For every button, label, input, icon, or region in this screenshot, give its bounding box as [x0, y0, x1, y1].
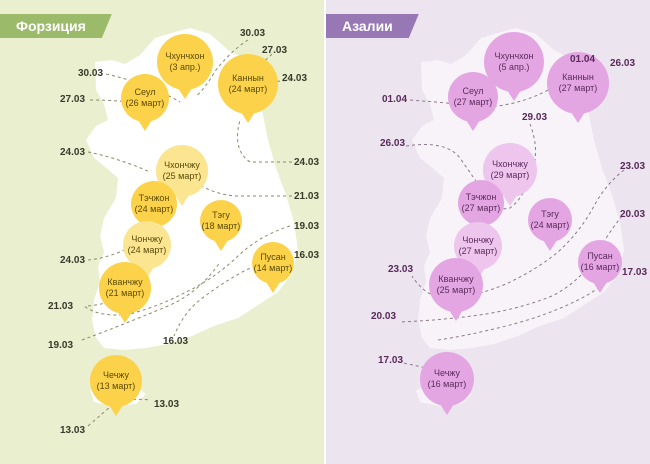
azalea-title: Азалии [342, 18, 393, 34]
bloom-date: (16 март) [580, 262, 620, 272]
bloom-date: (24 март) [530, 220, 570, 230]
isoline-label: 20.03 [620, 209, 646, 220]
marker-cheongju[interactable]: Чхончжу (25 март) [156, 145, 208, 206]
bloom-date: (27 март) [461, 203, 501, 213]
isoline-label: 24.03 [60, 255, 86, 266]
isoline-label: 24.03 [294, 157, 320, 168]
azalea-title-tab: Азалии [326, 14, 419, 38]
city-name: Сеул [462, 86, 484, 96]
city-name: Тэчжон [138, 193, 170, 203]
bloom-date: (29 март) [490, 170, 530, 180]
isoline-label: 13.03 [60, 425, 86, 436]
city-name: Кванчжу [107, 277, 143, 287]
bloom-date: (13 март) [96, 381, 136, 391]
isoline-label: 26.03 [380, 138, 406, 149]
isoline-label: 19.03 [48, 340, 74, 351]
isoline-label: 16.03 [294, 250, 320, 261]
isoline-label: 13.03 [154, 399, 180, 410]
isoline-label: 19.03 [294, 221, 320, 232]
bloom-date: (18 март) [201, 221, 241, 231]
marker-jeju[interactable]: Чечжу (13 март) [90, 355, 142, 416]
isoline-label: 23.03 [388, 264, 414, 275]
city-name: Каннын [562, 72, 594, 82]
isoline-label: 16.03 [163, 336, 189, 347]
isoline-label: 24.03 [60, 147, 86, 158]
bloom-date: (27 март) [558, 83, 598, 93]
marker-gwangju[interactable]: Кванчжу (25 март) [429, 258, 483, 321]
forsythia-title-tab: Форзиция [0, 14, 112, 38]
bloom-date: (26 март) [125, 98, 165, 108]
marker-daejeon[interactable]: Тэчжон (27 март) [458, 180, 504, 235]
city-name: Чхунчхон [494, 51, 534, 61]
marker-busan[interactable]: Пусан (14 март) [252, 242, 294, 293]
marker-daejeon[interactable]: Тэчжон (24 март) [131, 181, 177, 236]
marker-seoul[interactable]: Сеул (26 март) [121, 74, 169, 131]
bloom-date: (25 март) [162, 171, 202, 181]
marker-gangneung[interactable]: Каннын (27 март) [547, 52, 609, 123]
azalea-panel: Азалии Чхунчхон (5 апр.) Каннын (27 март… [326, 0, 650, 464]
city-name: Сеул [134, 87, 156, 97]
marker-daegu[interactable]: Тэгу (24 март) [528, 198, 572, 251]
city-name: Чхончжу [164, 160, 200, 170]
city-name: Чечжу [433, 368, 460, 378]
isoline-label: 24.03 [282, 73, 308, 84]
city-name: Чончжу [131, 234, 163, 244]
city-name: Пусан [587, 251, 613, 261]
isoline-label: 17.03 [378, 355, 404, 366]
bloom-date: (27 март) [453, 97, 493, 107]
isoline-label: 27.03 [60, 94, 86, 105]
bloom-date: (3 апр.) [169, 62, 201, 72]
isoline-label: 23.03 [620, 161, 646, 172]
city-name: Чхончжу [492, 159, 528, 169]
marker-gwangju[interactable]: Кванчжу (21 март) [99, 262, 151, 323]
city-name: Чечжу [102, 370, 129, 380]
forsythia-title: Форзиция [16, 18, 86, 34]
city-name: Тэчжон [465, 192, 497, 202]
marker-chuncheon[interactable]: Чхунчхон (5 апр.) [484, 32, 544, 101]
marker-jeju[interactable]: Чечжу (16 март) [420, 352, 474, 415]
isoline-label: 26.03 [610, 58, 636, 69]
isoline-label: 21.03 [48, 301, 74, 312]
marker-gangneung[interactable]: Каннын (24 март) [218, 54, 278, 123]
marker-jeonju[interactable]: Чончжу (24 март) [123, 221, 171, 278]
bloom-date: (21 март) [105, 288, 145, 298]
city-name: Тэгу [541, 209, 559, 219]
bloom-date: (5 апр.) [498, 62, 530, 72]
marker-chuncheon[interactable]: Чхунчхон (3 апр.) [157, 34, 213, 99]
marker-seoul[interactable]: Сеул (27 март) [448, 72, 498, 131]
bloom-date: (24 март) [228, 84, 268, 94]
city-name: Пусан [260, 252, 286, 262]
bloom-date: (24 март) [127, 245, 167, 255]
isoline-label: 30.03 [240, 28, 266, 39]
marker-busan[interactable]: Пусан (16 март) [578, 240, 622, 293]
panel-divider [324, 0, 326, 464]
bloom-date: (16 март) [427, 379, 467, 389]
isoline-label: 30.03 [78, 68, 104, 79]
isoline-label: 27.03 [262, 45, 288, 56]
isoline-label: 01.04 [382, 94, 408, 105]
bloom-date: (25 март) [436, 285, 476, 295]
isoline-label: 29.03 [522, 112, 548, 123]
isoline-label: 21.03 [294, 191, 320, 202]
city-name: Кванчжу [438, 274, 474, 284]
city-name: Тэгу [212, 210, 230, 220]
bloom-date: (24 март) [134, 204, 174, 214]
isoline-label: 01.04 [570, 54, 596, 65]
forsythia-panel: Форзиция Чхунчхон (3 апр.) Каннын (24 ма… [0, 0, 324, 464]
isoline-label: 20.03 [371, 311, 397, 322]
city-name: Каннын [232, 73, 264, 83]
bloom-date: (14 март) [253, 263, 293, 273]
marker-daegu[interactable]: Тэгу (18 март) [200, 200, 242, 251]
city-name: Чончжу [462, 235, 494, 245]
bloom-date: (27 март) [458, 246, 498, 256]
city-name: Чхунчхон [165, 51, 205, 61]
isoline-label: 17.03 [622, 267, 648, 278]
